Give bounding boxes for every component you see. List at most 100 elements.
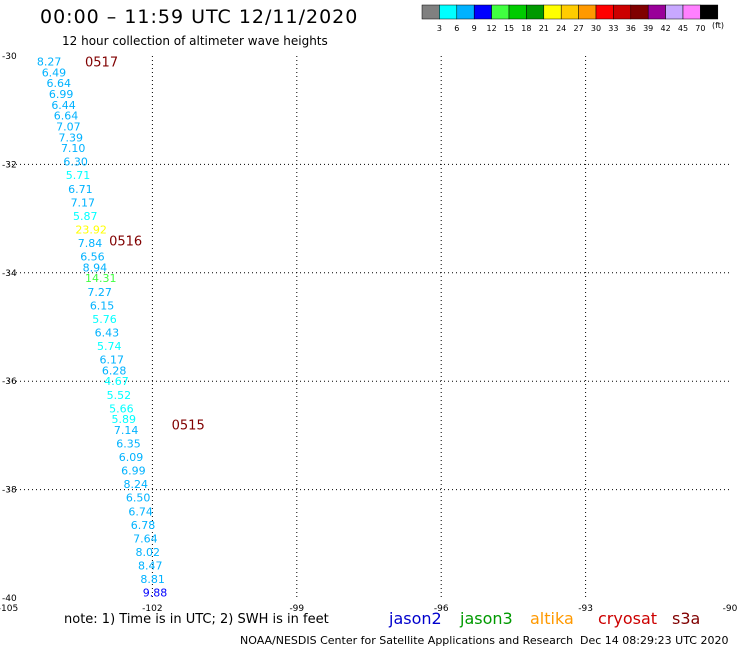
legend-unit: (ft)	[712, 21, 725, 30]
satellite-cryosat: cryosat	[598, 609, 658, 628]
legend-swatch	[665, 4, 684, 20]
swh-value: 7.39	[59, 131, 84, 144]
legend-tick-label: 33	[608, 24, 618, 33]
swh-value: 6.17	[99, 354, 124, 367]
legend-tick-label: 42	[661, 24, 671, 33]
legend-tick-label: 9	[472, 24, 477, 33]
legend-swatch	[613, 4, 632, 20]
swh-value: 5.71	[66, 169, 91, 182]
legend-tick-label: 3	[437, 24, 442, 33]
swh-value: 6.15	[90, 299, 115, 312]
swh-value: 5.52	[107, 389, 132, 402]
swh-value: 7.10	[61, 142, 86, 155]
legend-swatch	[700, 4, 719, 20]
legend-swatch	[630, 4, 649, 20]
lon-tick-label: -102	[142, 604, 162, 614]
lat-tick-label: -34	[2, 269, 17, 279]
legend-tick-label: 36	[626, 24, 636, 33]
legend-tick-label: 45	[678, 24, 688, 33]
time-label: 0516	[109, 234, 142, 249]
swh-value: 5.76	[92, 313, 117, 326]
swh-value: 5.89	[111, 413, 136, 426]
legend-tick-label: 27	[574, 24, 584, 33]
swh-value: 6.71	[68, 183, 93, 196]
swh-value: 6.56	[80, 251, 105, 264]
swh-value: 4.67	[104, 375, 128, 388]
swh-value: 23.92	[75, 223, 107, 236]
lon-tick-label: -93	[578, 604, 593, 614]
lat-tick-label: -30	[2, 52, 17, 62]
legend-tick-label: 30	[591, 24, 601, 33]
satellite-s3a: s3a	[672, 609, 701, 628]
swh-value: 6.64	[54, 110, 79, 123]
legend-swatch	[456, 4, 475, 20]
lon-tick-label: -96	[434, 604, 449, 614]
swh-value: 8.02	[136, 546, 161, 559]
lon-tick-label: -105	[0, 604, 18, 614]
legend-tick-label: 39	[643, 24, 653, 33]
lat-tick-label: -40	[2, 594, 17, 604]
legend-swatch	[508, 4, 527, 20]
swh-value: 6.99	[49, 88, 73, 101]
swh-value: 6.35	[116, 438, 141, 451]
footer-timestamp: Dec 14 08:29:23 UTC 2020	[580, 634, 729, 647]
lon-tick-label: -90	[723, 604, 738, 614]
lat-tick-label: -32	[2, 160, 17, 170]
swh-value: 6.30	[63, 156, 88, 169]
swh-value: 9.88	[143, 587, 168, 600]
legend-tick-label: 15	[504, 24, 514, 33]
legend-swatch	[439, 4, 458, 20]
legend-swatch	[647, 4, 666, 20]
legend-tick-label: 12	[487, 24, 497, 33]
legend-tick-label: 70	[695, 24, 705, 33]
legend-tick-label: 18	[521, 24, 531, 33]
time-label: 0515	[172, 419, 205, 434]
swh-value: 6.49	[42, 66, 66, 79]
legend-swatch	[560, 4, 579, 20]
swh-value: 7.14	[114, 424, 139, 437]
legend-swatch	[682, 4, 701, 20]
lat-tick-label: -36	[2, 377, 17, 387]
swh-value: 8.27	[37, 55, 62, 68]
legend-swatch	[595, 4, 614, 20]
legend-swatch	[473, 4, 492, 20]
time-label: 0517	[85, 55, 118, 70]
swh-value: 14.31	[85, 272, 117, 285]
swh-value: 7.27	[87, 286, 112, 299]
footer-note: note: 1) Time is in UTC; 2) SWH is in fe…	[64, 612, 329, 627]
footer-credit: NOAA/NESDIS Center for Satellite Applica…	[240, 634, 574, 647]
swh-value: 6.09	[119, 451, 144, 464]
satellite-jason3: jason3	[460, 609, 513, 628]
swh-value: 6.78	[131, 519, 156, 532]
swh-value: 8.81	[140, 573, 165, 586]
swh-value: 7.84	[78, 237, 103, 250]
lon-tick-label: -99	[289, 604, 304, 614]
legend-swatch	[491, 4, 510, 20]
swh-value: 6.44	[51, 99, 76, 112]
swh-value: 6.64	[47, 77, 72, 90]
legend-swatch	[543, 4, 562, 20]
legend-swatch	[526, 4, 545, 20]
swh-value: 6.28	[102, 364, 127, 377]
swh-value: 7.07	[56, 120, 80, 133]
satellite-altika: altika	[530, 609, 574, 628]
legend-swatch	[421, 4, 440, 20]
swh-value: 8.94	[83, 261, 108, 274]
page-title: 00:00 – 11:59 UTC 12/11/2020	[40, 6, 359, 28]
swh-value: 5.74	[97, 340, 122, 353]
satellite-jason2: jason2	[389, 609, 442, 628]
swh-value: 7.64	[133, 532, 158, 545]
swh-value: 8.24	[124, 478, 148, 491]
page-subtitle: 12 hour collection of altimeter wave hei…	[62, 34, 328, 48]
lat-tick-label: -38	[2, 486, 17, 496]
swh-value: 6.50	[126, 492, 151, 505]
swh-value: 6.74	[128, 505, 153, 518]
legend-swatch	[578, 4, 597, 20]
swh-value: 5.87	[73, 210, 98, 223]
legend-tick-label: 21	[539, 24, 549, 33]
legend-tick-label: 6	[454, 24, 459, 33]
swh-value: 5.66	[109, 402, 134, 415]
swh-value: 7.17	[71, 196, 96, 209]
